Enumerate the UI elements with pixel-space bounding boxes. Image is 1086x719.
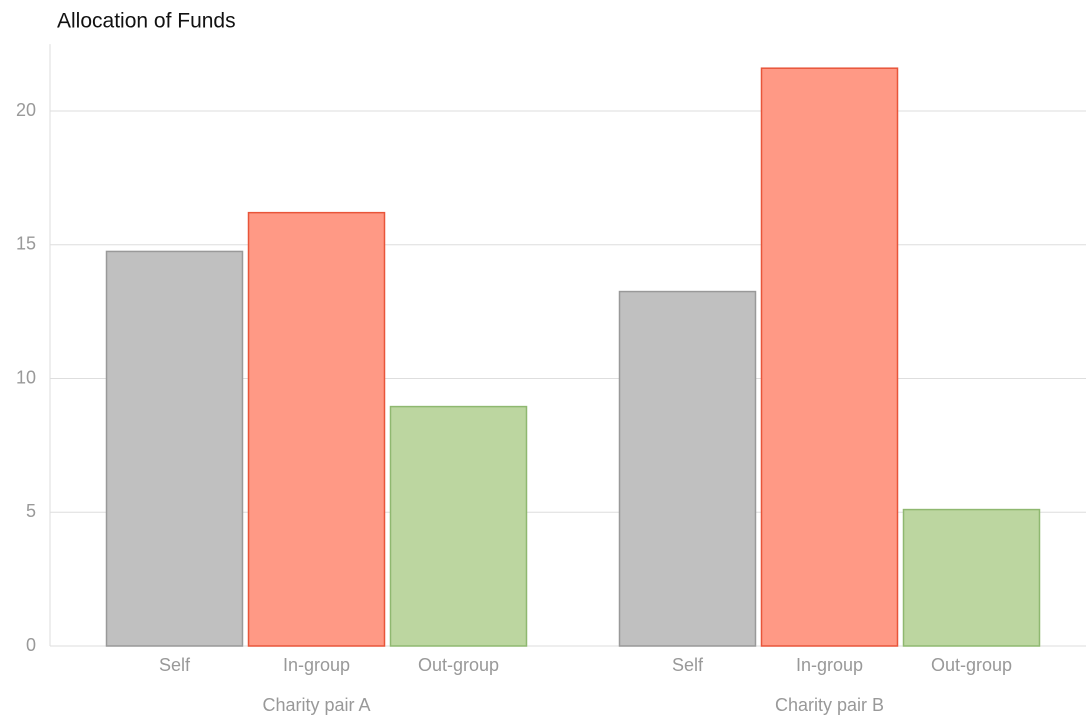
- x-tick-label: Self: [672, 655, 704, 675]
- bar: [105, 250, 244, 647]
- y-tick-label: 20: [16, 100, 36, 120]
- x-tick-label: Out-group: [931, 655, 1012, 675]
- y-tick-label: 0: [26, 635, 36, 655]
- bar: [902, 508, 1041, 647]
- y-tick-label: 5: [26, 501, 36, 521]
- x-tick-label: Out-group: [418, 655, 499, 675]
- bar: [618, 290, 757, 647]
- chart-title: Allocation of Funds: [57, 10, 236, 33]
- x-tick-label: Self: [159, 655, 191, 675]
- x-tick-label: In-group: [796, 655, 863, 675]
- group-label: Charity pair B: [775, 695, 884, 715]
- bar: [247, 211, 386, 647]
- bar: [760, 67, 899, 647]
- x-tick-label: In-group: [283, 655, 350, 675]
- y-tick-label: 10: [16, 367, 36, 387]
- bar: [389, 405, 528, 647]
- y-tick-label: 15: [16, 234, 36, 254]
- group-label: Charity pair A: [262, 695, 370, 715]
